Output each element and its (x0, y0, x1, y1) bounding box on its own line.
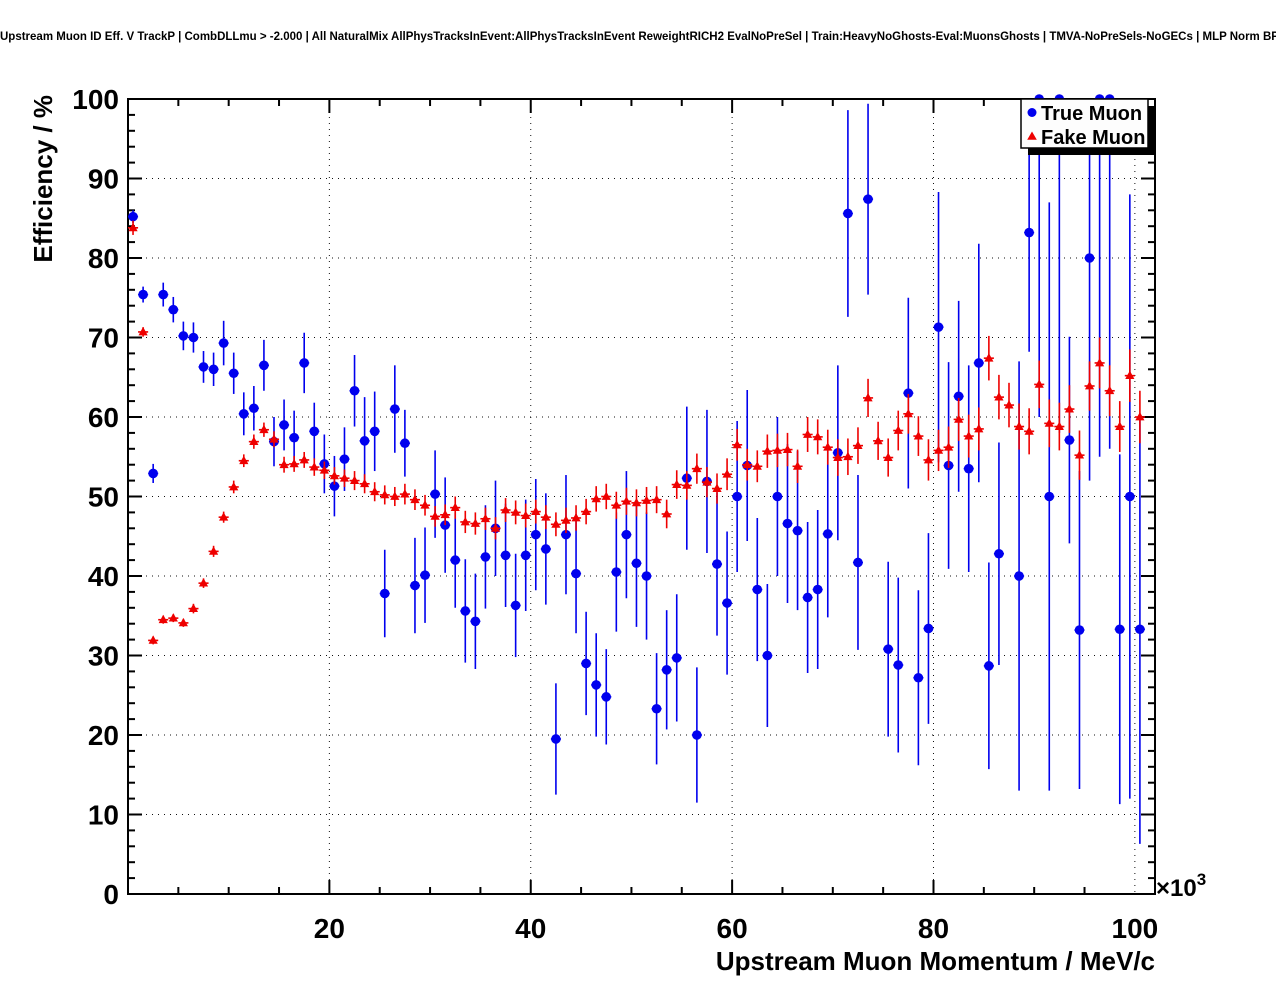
svg-text:0: 0 (103, 879, 119, 910)
svg-text:40: 40 (515, 913, 546, 944)
svg-text:50: 50 (88, 482, 119, 513)
multiplier-exponent: 3 (1197, 870, 1206, 889)
data-points-layer (128, 94, 1145, 844)
multiplier-base: ×10 (1156, 875, 1197, 902)
svg-text:60: 60 (88, 402, 119, 433)
legend: True Muon Fake Muon (1020, 98, 1155, 155)
svg-text:100: 100 (72, 84, 119, 115)
legend-box (1020, 98, 1149, 149)
legend-true-muon-label: True Muon (1041, 103, 1142, 125)
legend-fake-muon-label: Fake Muon (1041, 127, 1145, 149)
svg-text:40: 40 (88, 561, 119, 592)
svg-text:20: 20 (88, 720, 119, 751)
y-axis-title: Efficiency / % (28, 95, 58, 263)
svg-text:100: 100 (1112, 913, 1159, 944)
grid-and-ticks-layer: 20 40 60 80 100 0 10 20 30 40 50 60 70 80 90 100 (72, 84, 1158, 944)
svg-text:90: 90 (88, 164, 119, 195)
plot-title: Upstream Muon ID Eff. V TrackP | CombDLL… (0, 31, 1276, 43)
legend-fake-muon-marker-icon (1027, 131, 1037, 140)
x-axis-multiplier: ×103 (1156, 870, 1206, 902)
svg-text:20: 20 (314, 913, 345, 944)
x-axis-title: Upstream Muon Momentum / MeV/c (716, 946, 1155, 976)
svg-text:80: 80 (918, 913, 949, 944)
svg-text:30: 30 (88, 641, 119, 672)
legend-true-muon-marker-icon (1027, 108, 1037, 117)
svg-text:60: 60 (717, 913, 748, 944)
svg-text:10: 10 (88, 800, 119, 831)
svg-text:70: 70 (88, 323, 119, 354)
svg-text:80: 80 (88, 243, 119, 274)
plot-frame (127, 98, 1156, 895)
